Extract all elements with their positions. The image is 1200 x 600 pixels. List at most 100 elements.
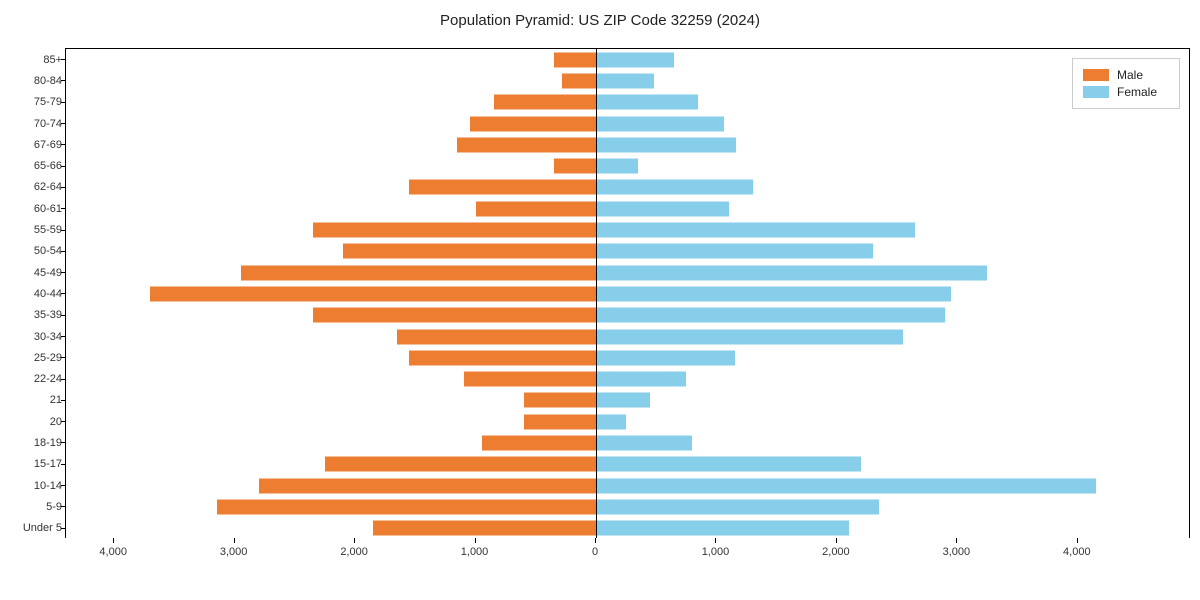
female-bar-55-59[interactable] bbox=[596, 223, 915, 238]
female-bar-62-64[interactable] bbox=[596, 180, 753, 195]
male-bar-60-61[interactable] bbox=[476, 201, 596, 216]
ytick-label-18-19: 18-19 bbox=[6, 437, 62, 449]
female-bar-70-74[interactable] bbox=[596, 116, 724, 131]
ytick-mark-30-34 bbox=[61, 336, 66, 337]
male-bar-65-66[interactable] bbox=[554, 159, 596, 174]
xtick-left-4000 bbox=[113, 538, 114, 543]
pyramid-row-25-29: 25-29 bbox=[66, 347, 1189, 368]
ytick-mark-20 bbox=[61, 421, 66, 422]
female-bar-5-9[interactable] bbox=[596, 499, 879, 514]
male-bar-25-29[interactable] bbox=[409, 350, 596, 365]
female-bar-21[interactable] bbox=[596, 393, 650, 408]
female-bar-10-14[interactable] bbox=[596, 478, 1096, 493]
ytick-label-30-34: 30-34 bbox=[6, 331, 62, 343]
female-bar-45-49[interactable] bbox=[596, 265, 987, 280]
pyramid-row-30-34: 30-34 bbox=[66, 326, 1189, 347]
male-bar-21[interactable] bbox=[524, 393, 596, 408]
pyramid-row-80-84: 80-84 bbox=[66, 70, 1189, 91]
male-bar-5-9[interactable] bbox=[217, 499, 596, 514]
male-bar-80-84[interactable] bbox=[562, 73, 596, 88]
male-bar-18-19[interactable] bbox=[482, 435, 596, 450]
ytick-label-80-84: 80-84 bbox=[6, 75, 62, 87]
ytick-label-40-44: 40-44 bbox=[6, 288, 62, 300]
ytick-mark-85+ bbox=[61, 59, 66, 60]
male-bar-40-44[interactable] bbox=[150, 286, 596, 301]
female-bar-50-54[interactable] bbox=[596, 244, 873, 259]
ytick-mark-65-66 bbox=[61, 166, 66, 167]
ytick-mark-70-74 bbox=[61, 123, 66, 124]
male-bar-20[interactable] bbox=[524, 414, 596, 429]
pyramid-row-75-79: 75-79 bbox=[66, 92, 1189, 113]
female-bar-Under 5[interactable] bbox=[596, 521, 849, 536]
ytick-label-Under 5: Under 5 bbox=[6, 522, 62, 534]
female-bar-22-24[interactable] bbox=[596, 372, 686, 387]
xtick-right-1000 bbox=[715, 538, 716, 543]
ytick-label-45-49: 45-49 bbox=[6, 267, 62, 279]
female-bar-85+[interactable] bbox=[596, 52, 674, 67]
female-bar-40-44[interactable] bbox=[596, 286, 951, 301]
xtick-left-3000 bbox=[234, 538, 235, 543]
female-bar-25-29[interactable] bbox=[596, 350, 735, 365]
male-bar-55-59[interactable] bbox=[313, 223, 596, 238]
male-color-swatch bbox=[1083, 69, 1109, 81]
pyramid-row-62-64: 62-64 bbox=[66, 177, 1189, 198]
male-bar-22-24[interactable] bbox=[464, 372, 597, 387]
ytick-label-22-24: 22-24 bbox=[6, 373, 62, 385]
xtick-label-right-1000: 1,000 bbox=[702, 546, 730, 558]
pyramid-row-20: 20 bbox=[66, 411, 1189, 432]
male-bar-30-34[interactable] bbox=[397, 329, 596, 344]
female-bar-18-19[interactable] bbox=[596, 435, 692, 450]
female-bar-75-79[interactable] bbox=[596, 95, 698, 110]
ytick-label-25-29: 25-29 bbox=[6, 352, 62, 364]
male-bar-10-14[interactable] bbox=[259, 478, 596, 493]
ytick-mark-67-69 bbox=[61, 144, 66, 145]
chart-legend: Male Female bbox=[1072, 58, 1180, 109]
ytick-label-15-17: 15-17 bbox=[6, 458, 62, 470]
pyramid-row-70-74: 70-74 bbox=[66, 113, 1189, 134]
male-bar-15-17[interactable] bbox=[325, 457, 596, 472]
ytick-mark-10-14 bbox=[61, 485, 66, 486]
x-axis: 4,000 3,000 2,000 1,000 0 1,000 2,000 3,000 4,00… bbox=[65, 538, 1190, 578]
male-bar-35-39[interactable] bbox=[313, 308, 596, 323]
female-bar-80-84[interactable] bbox=[596, 73, 654, 88]
male-bar-Under 5[interactable] bbox=[373, 521, 596, 536]
pyramid-row-35-39: 35-39 bbox=[66, 305, 1189, 326]
pyramid-row-55-59: 55-59 bbox=[66, 219, 1189, 240]
ytick-label-55-59: 55-59 bbox=[6, 224, 62, 236]
female-bar-35-39[interactable] bbox=[596, 308, 945, 323]
male-bar-50-54[interactable] bbox=[343, 244, 596, 259]
ytick-label-5-9: 5-9 bbox=[6, 501, 62, 513]
ytick-mark-60-61 bbox=[61, 208, 66, 209]
ytick-label-62-64: 62-64 bbox=[6, 181, 62, 193]
pyramid-row-67-69: 67-69 bbox=[66, 134, 1189, 155]
rows-container: 85+ 80-84 75-79 70-74 67-69 65-66 62-64 60-61 55… bbox=[66, 49, 1189, 539]
female-bar-67-69[interactable] bbox=[596, 137, 736, 152]
ytick-label-35-39: 35-39 bbox=[6, 309, 62, 321]
male-bar-45-49[interactable] bbox=[241, 265, 596, 280]
ytick-label-60-61: 60-61 bbox=[6, 203, 62, 215]
female-bar-60-61[interactable] bbox=[596, 201, 729, 216]
ytick-mark-75-79 bbox=[61, 102, 66, 103]
ytick-mark-22-24 bbox=[61, 379, 66, 380]
male-bar-85+[interactable] bbox=[554, 52, 596, 67]
male-bar-67-69[interactable] bbox=[457, 137, 596, 152]
ytick-label-75-79: 75-79 bbox=[6, 96, 62, 108]
xtick-right-3000 bbox=[956, 538, 957, 543]
male-bar-70-74[interactable] bbox=[470, 116, 596, 131]
ytick-label-85+: 85+ bbox=[6, 54, 62, 66]
pyramid-row-Under 5: Under 5 bbox=[66, 518, 1189, 539]
xtick-label-left-3000: 3,000 bbox=[220, 546, 248, 558]
xtick-label-right-3000: 3,000 bbox=[943, 546, 971, 558]
ytick-label-10-14: 10-14 bbox=[6, 480, 62, 492]
ytick-label-50-54: 50-54 bbox=[6, 245, 62, 257]
pyramid-row-22-24: 22-24 bbox=[66, 368, 1189, 389]
pyramid-row-10-14: 10-14 bbox=[66, 475, 1189, 496]
female-bar-15-17[interactable] bbox=[596, 457, 861, 472]
male-bar-75-79[interactable] bbox=[494, 95, 596, 110]
female-bar-30-34[interactable] bbox=[596, 329, 903, 344]
pyramid-row-5-9: 5-9 bbox=[66, 496, 1189, 517]
female-bar-65-66[interactable] bbox=[596, 159, 638, 174]
ytick-mark-40-44 bbox=[61, 293, 66, 294]
female-bar-20[interactable] bbox=[596, 414, 626, 429]
male-bar-62-64[interactable] bbox=[409, 180, 596, 195]
